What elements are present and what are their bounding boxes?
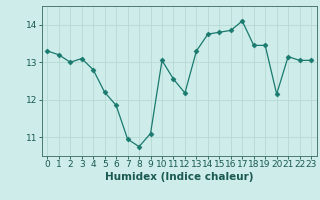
X-axis label: Humidex (Indice chaleur): Humidex (Indice chaleur) [105, 172, 253, 182]
